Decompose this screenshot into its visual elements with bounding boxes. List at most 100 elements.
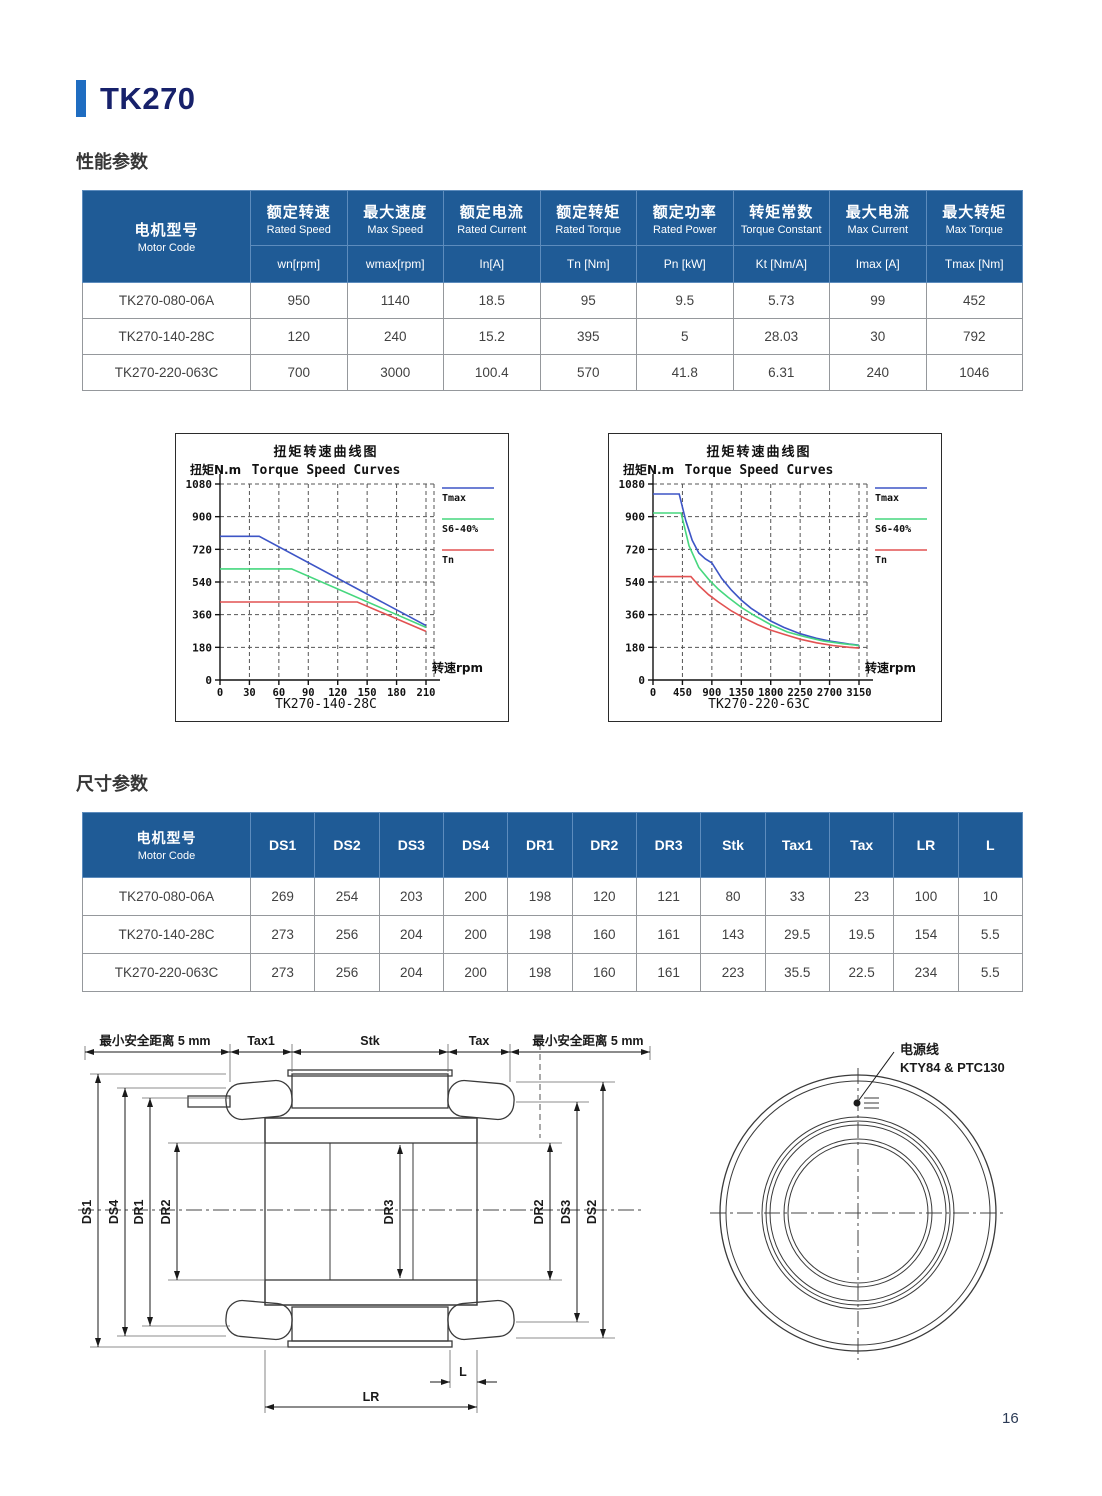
- dim-label-dr2-left: DR2: [159, 1199, 173, 1224]
- svg-text:0: 0: [638, 674, 645, 687]
- perf-col-motor-code: 电机型号 Motor Code: [82, 190, 251, 283]
- title-accent-bar: [76, 80, 86, 117]
- motor-code-cell: TK270-080-06A: [82, 877, 251, 916]
- perf-unit-3: Tn [Nm]: [539, 245, 637, 283]
- dim-col-1: DS2: [314, 812, 380, 878]
- svg-text:60: 60: [273, 687, 286, 699]
- motor-front-view: 电源线 KTY84 & PTC130: [710, 1042, 1006, 1360]
- torque-speed-chart-2: 0 180 360 540 720 900 1080 0 450 900 1350 1800 2250 2…: [608, 433, 942, 722]
- perf-row: TK270-080-06A 950 1140 18.5 95 9.5 5.73 99 452: [82, 282, 1023, 319]
- svg-text:Torque Speed Curves: Torque Speed Curves: [252, 463, 401, 478]
- svg-text:扭矩N.m: 扭矩N.m: [190, 462, 241, 477]
- dim-col-10: LR: [893, 812, 959, 878]
- value-cell: 203: [378, 877, 444, 916]
- value-cell: 1046: [925, 354, 1023, 391]
- dim-col-6: DR3: [635, 812, 702, 878]
- perf-unit-1: wmax[rpm]: [346, 245, 444, 283]
- value-cell: 950: [250, 282, 348, 319]
- value-cell: 198: [507, 877, 573, 916]
- dim-label-ds1: DS1: [80, 1200, 94, 1224]
- value-cell: 200: [442, 953, 509, 992]
- perf-unit-2: In[A]: [443, 245, 541, 283]
- dim-label-tax: Tax: [469, 1034, 490, 1048]
- value-cell: 273: [249, 953, 316, 992]
- svg-text:扭矩转速曲线图: 扭矩转速曲线图: [706, 444, 811, 460]
- svg-text:Tn: Tn: [442, 555, 454, 566]
- value-cell: 18.5: [443, 282, 541, 319]
- dim-label-dr2-right: DR2: [532, 1199, 546, 1224]
- value-cell: 273: [249, 915, 316, 954]
- svg-text:210: 210: [417, 687, 436, 699]
- value-cell: 204: [378, 953, 444, 992]
- dim-label-dr3: DR3: [382, 1199, 396, 1224]
- power-line-annotation: 电源线 KTY84 & PTC130: [853, 1042, 1005, 1109]
- svg-text:1080: 1080: [619, 478, 646, 491]
- dim-col-11: L: [957, 812, 1024, 878]
- svg-text:1350: 1350: [729, 687, 754, 699]
- dim-label-l: L: [459, 1365, 467, 1379]
- value-cell: 3000: [346, 354, 444, 391]
- perf-unit-4: Pn [kW]: [636, 245, 734, 283]
- value-cell: 100: [893, 877, 959, 916]
- perf-unit-7: Tmax [Nm]: [925, 245, 1023, 283]
- svg-text:360: 360: [192, 609, 212, 622]
- svg-text:扭矩N.m: 扭矩N.m: [623, 462, 674, 477]
- value-cell: 5.73: [732, 282, 830, 319]
- dim-label-safety-right: 最小安全距离 5 mm: [532, 1033, 643, 1048]
- svg-text:扭矩转速曲线图: 扭矩转速曲线图: [273, 444, 378, 460]
- value-cell: 792: [925, 318, 1023, 355]
- motor-code-cell: TK270-220-063C: [82, 953, 251, 992]
- svg-text:S6-40%: S6-40%: [875, 524, 911, 535]
- value-cell: 5: [636, 318, 734, 355]
- svg-text:180: 180: [192, 641, 212, 654]
- svg-text:720: 720: [192, 543, 212, 556]
- value-cell: 99: [829, 282, 927, 319]
- svg-text:540: 540: [625, 576, 645, 589]
- perf-unit-5: Kt [Nm/A]: [732, 245, 830, 283]
- dim-col-2: DS3: [378, 812, 444, 878]
- motor-code-cell: TK270-220-063C: [82, 354, 251, 391]
- svg-text:TK270-140-28C: TK270-140-28C: [275, 697, 377, 712]
- dimension-table: 电机型号 Motor Code DS1 DS2 DS3 DS4 DR1 DR2 DR3 Stk Ta…: [82, 812, 1024, 992]
- value-cell: 120: [571, 877, 637, 916]
- value-cell: 28.03: [732, 318, 830, 355]
- svg-text:180: 180: [387, 687, 406, 699]
- value-cell: 120: [250, 318, 348, 355]
- dim-row: TK270-140-28C 273 256 204 200 198 160 161 143 29.…: [82, 915, 1024, 954]
- value-cell: 198: [507, 915, 573, 954]
- value-cell: 160: [571, 915, 637, 954]
- value-cell: 10: [957, 877, 1024, 916]
- value-cell: 452: [925, 282, 1023, 319]
- value-cell: 143: [700, 915, 766, 954]
- page-title: TK270: [100, 80, 196, 116]
- svg-text:2250: 2250: [787, 687, 812, 699]
- technical-drawing: 最小安全距离 5 mm Tax1 Stk Tax 最小安全距离 5 mm DS1…: [78, 1033, 1006, 1413]
- value-cell: 95: [539, 282, 637, 319]
- value-cell: 240: [829, 354, 927, 391]
- value-cell: 1140: [346, 282, 444, 319]
- perf-col-6: 最大电流 Max Current: [829, 190, 927, 246]
- value-cell: 234: [893, 953, 959, 992]
- value-cell: 700: [250, 354, 348, 391]
- value-cell: 161: [635, 953, 702, 992]
- value-cell: 41.8: [636, 354, 734, 391]
- svg-text:150: 150: [358, 687, 377, 699]
- svg-text:540: 540: [192, 576, 212, 589]
- performance-table: 电机型号 Motor Code 额定转速 Rated Speed 最大速度 Max Spe…: [82, 190, 1023, 391]
- value-cell: 200: [442, 877, 509, 916]
- dim-col-9: Tax: [828, 812, 895, 878]
- value-cell: 254: [314, 877, 380, 916]
- perf-row: TK270-220-063C 700 3000 100.4 570 41.8 6.31 240…: [82, 354, 1023, 391]
- value-cell: 121: [635, 877, 702, 916]
- svg-text:2700: 2700: [817, 687, 842, 699]
- perf-col-4: 额定功率 Rated Power: [636, 190, 734, 246]
- power-line-label: 电源线: [900, 1042, 939, 1057]
- value-cell: 6.31: [732, 354, 830, 391]
- dim-col-4: DR1: [507, 812, 573, 878]
- value-cell: 80: [700, 877, 766, 916]
- dim-col-motor-code: 电机型号 Motor Code: [82, 812, 251, 878]
- motor-cross-section: 最小安全距离 5 mm Tax1 Stk Tax 最小安全距离 5 mm DS1…: [78, 1033, 651, 1413]
- svg-text:180: 180: [625, 641, 645, 654]
- svg-text:3150: 3150: [846, 687, 871, 699]
- dim-row: TK270-080-06A 269 254 203 200 198 120 121 80 33 23…: [82, 877, 1024, 916]
